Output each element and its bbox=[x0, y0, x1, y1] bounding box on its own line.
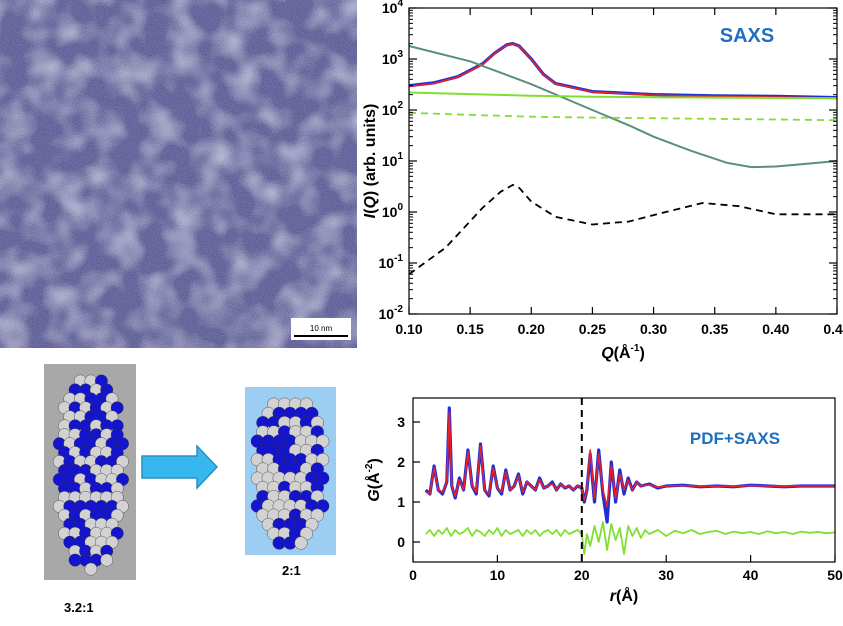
model-3.2-to-1 bbox=[52, 374, 129, 576]
saxs-series-5 bbox=[408, 183, 837, 276]
pdf-x-tick-label: 20 bbox=[574, 567, 590, 583]
saxs-series-4 bbox=[408, 111, 838, 122]
saxs-y-tick-label: 10-2 bbox=[379, 304, 404, 322]
saxs-series-0 bbox=[408, 41, 838, 100]
pdf-series-0 bbox=[424, 406, 835, 524]
saxs-series-group bbox=[408, 41, 838, 276]
saxs-y-axis-label: I(Q) (arb. units) bbox=[362, 104, 379, 219]
saxs-x-tick-label: 0.25 bbox=[579, 321, 606, 337]
pdf-x-tick-label: 10 bbox=[490, 567, 506, 583]
pdf-x-tick-label: 40 bbox=[743, 567, 759, 583]
pdf-series-group bbox=[424, 406, 836, 555]
pdf-x-tick-label: 0 bbox=[409, 567, 417, 583]
saxs-x-tick-label: 0.40 bbox=[762, 321, 789, 337]
scale-bar-label: 10 nm bbox=[310, 324, 333, 333]
pdf-chart: 0 10 20 30 40 50 0 1 2 3 PDF+SAXS r(Å) G(Å-2) bbox=[364, 397, 843, 605]
atom bbox=[100, 553, 114, 567]
saxs-x-tick-label: 0.10 bbox=[395, 321, 422, 337]
model-right-label: 2:1 bbox=[282, 563, 301, 578]
pdf-y-tick-label: 3 bbox=[397, 414, 405, 430]
pdf-annotation: PDF+SAXS bbox=[690, 429, 780, 448]
saxs-series-1 bbox=[408, 43, 838, 99]
transform-arrow bbox=[141, 444, 219, 490]
pdf-x-axis-label: r(Å) bbox=[610, 586, 638, 605]
saxs-y-tick-label: 104 bbox=[382, 0, 404, 16]
pdf-x-tick-label: 30 bbox=[658, 567, 674, 583]
saxs-series-2 bbox=[408, 45, 838, 169]
model-left-label: 3.2:1 bbox=[64, 600, 94, 615]
pdf-series-1 bbox=[425, 411, 835, 507]
saxs-frame bbox=[408, 7, 838, 315]
saxs-x-tick-label: 0.15 bbox=[457, 321, 484, 337]
saxs-x-tick-label: 0.45 bbox=[823, 321, 843, 337]
saxs-y-tick-label: 102 bbox=[382, 100, 404, 118]
saxs-series-3 bbox=[408, 91, 838, 100]
model-2-to-1 bbox=[250, 397, 330, 550]
saxs-y-tick-label: 101 bbox=[382, 151, 404, 169]
saxs-x-axis-label: Q(Å-1) bbox=[601, 343, 645, 362]
saxs-y-tick-label: 10-1 bbox=[379, 253, 404, 271]
pdf-frame bbox=[412, 397, 836, 563]
nanoparticle-models bbox=[44, 364, 336, 580]
saxs-x-tick-label: 0.35 bbox=[701, 321, 728, 337]
pdf-y-axis-label: G(Å-2) bbox=[364, 458, 383, 502]
atom bbox=[294, 536, 308, 550]
scale-bar-box bbox=[291, 318, 351, 340]
pdf-y-tick-label: 0 bbox=[397, 534, 405, 550]
pdf-y-tick-label: 1 bbox=[397, 494, 405, 510]
pdf-y-tick-label: 2 bbox=[397, 454, 405, 470]
saxs-y-tick-label: 100 bbox=[382, 202, 404, 220]
saxs-x-tick-label: 0.20 bbox=[518, 321, 545, 337]
tem-micrograph: 10 nm bbox=[0, 0, 357, 348]
saxs-annotation: SAXS bbox=[720, 25, 774, 47]
saxs-chart: 0.10 0.15 0.20 0.25 0.30 0.35 0.40 0.45 10-2 10-1… bbox=[362, 0, 843, 362]
pdf-series-2 bbox=[425, 521, 836, 555]
pdf-x-tick-label: 50 bbox=[827, 567, 843, 583]
saxs-x-tick-label: 0.30 bbox=[640, 321, 667, 337]
saxs-y-tick-label: 103 bbox=[382, 49, 404, 67]
atom bbox=[84, 562, 98, 576]
